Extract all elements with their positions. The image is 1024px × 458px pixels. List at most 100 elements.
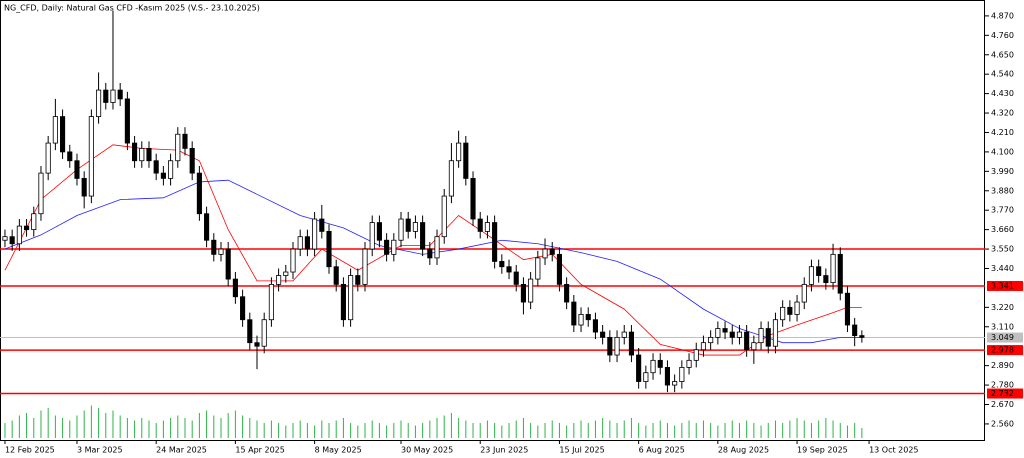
- level-label-box: [987, 388, 1023, 399]
- candle-body: [182, 133, 188, 149]
- candle-body: [600, 331, 606, 338]
- y-tick-label: 3.880: [991, 186, 1014, 195]
- y-tick-label: 3.660: [991, 225, 1014, 234]
- candle-body: [470, 178, 476, 220]
- candle-body: [319, 218, 325, 232]
- candle-body: [765, 328, 771, 347]
- candle-body: [542, 248, 548, 259]
- candle-body: [506, 266, 512, 273]
- candle-body: [52, 116, 58, 144]
- candle-body: [780, 306, 786, 321]
- level-label: 2.732: [991, 389, 1014, 398]
- candle-body: [146, 147, 152, 162]
- candle-body: [362, 248, 368, 285]
- candle-body: [218, 248, 224, 255]
- candle-body: [852, 324, 858, 337]
- candle-body: [700, 342, 707, 351]
- x-tick-label: 28 Aug 2025: [718, 446, 769, 455]
- candle-body: [528, 278, 534, 303]
- candle-body: [564, 283, 570, 303]
- candle-body: [326, 230, 332, 268]
- candle-body: [484, 222, 490, 232]
- candle-body: [9, 236, 15, 245]
- candle-body: [679, 367, 685, 382]
- y-tick-label: 4.540: [991, 70, 1014, 79]
- candle-body: [808, 266, 815, 285]
- candle-body: [520, 283, 526, 303]
- y-tick-label: 2.890: [991, 361, 1014, 370]
- candle-body: [405, 218, 411, 232]
- candle-body: [499, 261, 505, 268]
- candle-body: [283, 271, 289, 276]
- candle-body: [211, 239, 217, 255]
- y-tick-label: 4.210: [991, 128, 1014, 137]
- candle-body: [657, 359, 663, 368]
- candle-body: [715, 328, 721, 338]
- candle-body: [81, 178, 87, 197]
- candle-body: [434, 236, 440, 259]
- candle-body: [297, 236, 303, 250]
- candle-body: [736, 331, 743, 338]
- candle-body: [333, 266, 339, 285]
- candle-body: [189, 147, 195, 174]
- candle-body: [204, 213, 210, 241]
- candle-body: [175, 133, 181, 162]
- x-tick-label: 13 Oct 2025: [869, 446, 918, 455]
- candle-body: [96, 89, 102, 117]
- candle-body: [571, 301, 577, 326]
- level-label: 3.341: [991, 281, 1014, 290]
- y-tick-label: 4.430: [991, 89, 1014, 98]
- candle-body: [45, 142, 51, 174]
- candle-body: [124, 98, 130, 144]
- current-price-label: 3.049: [991, 333, 1014, 342]
- candle-body: [103, 89, 109, 103]
- candle-body: [38, 172, 44, 215]
- candle-body: [844, 292, 851, 326]
- candle-body: [729, 331, 735, 338]
- candle-body: [420, 222, 426, 250]
- candle-body: [607, 336, 613, 356]
- candle-body: [60, 116, 66, 153]
- y-tick-label: 3.990: [991, 167, 1014, 176]
- candle-body: [549, 248, 555, 255]
- candle-body: [823, 275, 829, 284]
- candle-body: [614, 336, 620, 356]
- candle-body: [276, 275, 282, 285]
- candle-body: [492, 222, 498, 262]
- candle-body: [132, 142, 138, 162]
- candle-body: [636, 354, 642, 382]
- candle-body: [758, 328, 764, 344]
- candle-body: [513, 271, 519, 285]
- candle-body: [168, 160, 174, 179]
- plot-frame: [0, 0, 985, 441]
- candle-body: [139, 147, 145, 162]
- candle-body: [160, 172, 166, 179]
- x-tick-label: 12 Feb 2025: [5, 446, 55, 455]
- level-label-box: [987, 280, 1023, 291]
- y-tick-label: 2.560: [991, 419, 1014, 428]
- candle-body: [398, 218, 404, 241]
- x-tick-label: 6 Aug 2025: [639, 446, 685, 455]
- candle-body: [837, 253, 843, 294]
- y-tick-label: 3.220: [991, 303, 1014, 312]
- candle-body: [801, 283, 807, 303]
- y-tick-label: 3.770: [991, 206, 1014, 215]
- candle-body: [2, 236, 8, 241]
- x-tick-label: 15 Jul 2025: [559, 446, 604, 455]
- candle-body: [650, 359, 656, 374]
- candle-body: [110, 89, 116, 103]
- x-tick-label: 30 May 2025: [401, 446, 453, 455]
- candle-body: [340, 283, 346, 321]
- candle-body: [412, 222, 418, 232]
- candle-body: [751, 342, 757, 351]
- chart-title: NG_CFD, Daily: Natural Gas CFD -Kasım 20…: [4, 4, 260, 13]
- candle-body: [794, 301, 800, 315]
- y-tick-label: 4.100: [991, 147, 1014, 156]
- candle-body: [686, 359, 692, 368]
- candle-body: [744, 331, 750, 351]
- candle-body: [722, 328, 728, 333]
- candle-body: [477, 218, 483, 232]
- candle-body: [585, 314, 591, 321]
- candle-body: [232, 278, 238, 298]
- candle-body: [240, 296, 246, 321]
